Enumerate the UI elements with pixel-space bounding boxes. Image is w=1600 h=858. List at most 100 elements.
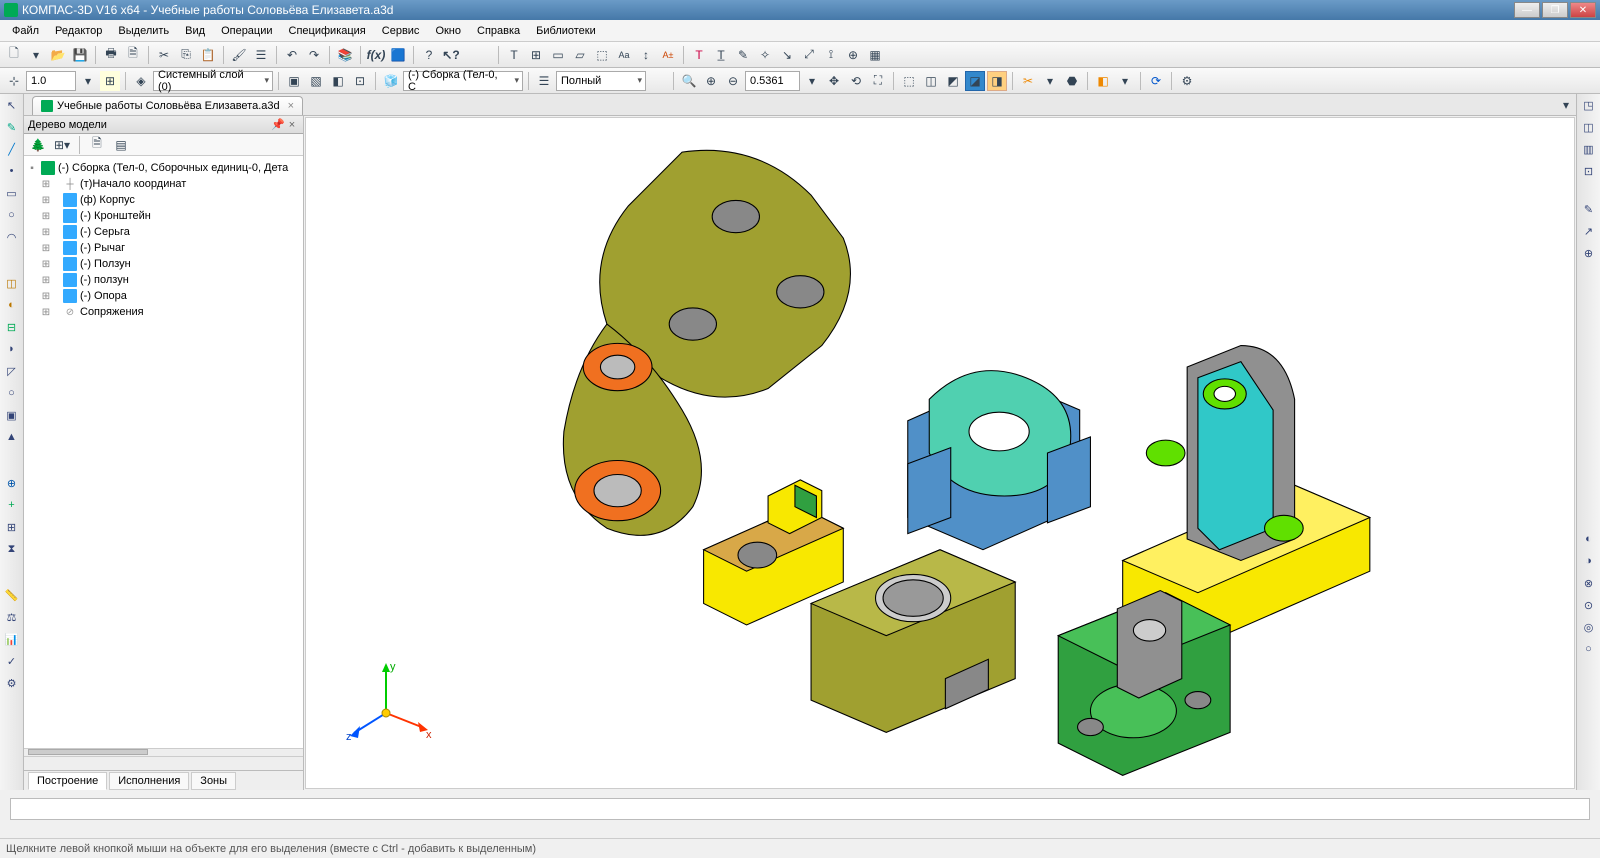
rail-extrude-icon[interactable]: ◫ — [3, 274, 21, 292]
dim-tool-3[interactable]: ▭ — [548, 45, 568, 65]
btab-zones[interactable]: Зоны — [191, 772, 236, 790]
rail-line-icon[interactable]: ╱ — [3, 140, 21, 158]
pan-button[interactable]: ✥ — [824, 71, 844, 91]
rrail-8-icon[interactable]: ◐ — [1580, 530, 1598, 548]
tree-view-icon[interactable]: 🌲 — [28, 135, 48, 155]
rrail-1-icon[interactable]: ◳ — [1580, 96, 1598, 114]
rail-misc-icon[interactable]: ⚙ — [3, 674, 21, 692]
whatsthis-button[interactable]: ↖? — [441, 45, 461, 65]
dim-tool-8[interactable]: A± — [658, 45, 678, 65]
state-tool-1[interactable]: ▣ — [284, 71, 304, 91]
shaded-button[interactable]: ◪ — [965, 71, 985, 91]
menu-help[interactable]: Справка — [471, 23, 526, 39]
tree-sheet-icon[interactable]: ▤ — [111, 135, 131, 155]
document-tab[interactable]: Учебные работы Соловьёва Елизавета.a3d × — [32, 96, 303, 115]
rail-hole-icon[interactable]: ○ — [3, 384, 21, 402]
rail-mirror-icon[interactable]: ⧗ — [3, 540, 21, 558]
text-tool-5[interactable]: ↘ — [777, 45, 797, 65]
text-tool-7[interactable]: ⟟ — [821, 45, 841, 65]
panel-bottom-scroll[interactable] — [24, 756, 303, 770]
tree-node-polzun1[interactable]: ⊞ (-) Ползун — [26, 256, 301, 272]
refresh-button[interactable]: ⟳ — [1146, 71, 1166, 91]
rail-chamfer-icon[interactable]: ◸ — [3, 362, 21, 380]
menu-window[interactable]: Окно — [429, 23, 467, 39]
rail-shell-icon[interactable]: ▣ — [3, 406, 21, 424]
zoom-window-button[interactable]: 🔍 — [679, 71, 699, 91]
zoom-input[interactable] — [745, 71, 800, 91]
rotate-button[interactable]: ⟲ — [846, 71, 866, 91]
undo-button[interactable]: ↶ — [282, 45, 302, 65]
tree-node-polzun2[interactable]: ⊞ (-) ползун — [26, 272, 301, 288]
new-dropdown-icon[interactable]: ▾ — [26, 45, 46, 65]
preview-button[interactable]: 🗎 — [123, 45, 143, 65]
dim-tool-2[interactable]: ⊞ — [526, 45, 546, 65]
properties-button[interactable]: ☰ — [251, 45, 271, 65]
rail-check-icon[interactable]: ✓ — [3, 652, 21, 670]
rrail-10-icon[interactable]: ⊗ — [1580, 574, 1598, 592]
rail-arc-icon[interactable]: ◠ — [3, 228, 21, 246]
rrail-7-icon[interactable]: ⊕ — [1580, 244, 1598, 262]
menu-spec[interactable]: Спецификация — [283, 23, 372, 39]
text-tool-2[interactable]: T̲ — [711, 45, 731, 65]
display-combo[interactable]: Полный — [556, 71, 646, 91]
scale-input[interactable] — [26, 71, 76, 91]
menu-file[interactable]: Файл — [6, 23, 45, 39]
perspective-button[interactable]: ⬣ — [1062, 71, 1082, 91]
btab-build[interactable]: Построение — [28, 772, 107, 790]
shaded-wire-button[interactable]: ◩ — [943, 71, 963, 91]
redo-button[interactable]: ↷ — [304, 45, 324, 65]
rail-mass-icon[interactable]: ⚖ — [3, 608, 21, 626]
rail-circle-icon[interactable]: ○ — [3, 206, 21, 224]
rail-analysis-icon[interactable]: 📊 — [3, 630, 21, 648]
variables-button[interactable]: f(x) — [366, 45, 386, 65]
rail-revolve-icon[interactable]: ◐ — [3, 296, 21, 314]
help-button[interactable]: ? — [419, 45, 439, 65]
menu-operations[interactable]: Операции — [215, 23, 278, 39]
text-tool-4[interactable]: ✧ — [755, 45, 775, 65]
rail-rect-icon[interactable]: ▭ — [3, 184, 21, 202]
tree-node-kronshtein[interactable]: ⊞ (-) Кронштейн — [26, 208, 301, 224]
rail-mate-icon[interactable]: ⊕ — [3, 474, 21, 492]
assembly-combo[interactable]: (-) Сборка (Тел-0, С — [403, 71, 523, 91]
cut-button[interactable]: ✂ — [154, 45, 174, 65]
view-cube-button[interactable]: ◧ — [1093, 71, 1113, 91]
model-tree[interactable]: ▪ (-) Сборка (Тел-0, Сборочных единиц-0,… — [24, 156, 303, 748]
dim-tool-4[interactable]: ▱ — [570, 45, 590, 65]
tabstrip-menu-icon[interactable]: ▾ — [1556, 95, 1576, 115]
shaded-edges-button[interactable]: ◨ — [987, 71, 1007, 91]
dim-tool-6[interactable]: Aa — [614, 45, 634, 65]
save-button[interactable]: 💾 — [70, 45, 90, 65]
section-button[interactable]: ✂ — [1018, 71, 1038, 91]
minimize-button[interactable]: — — [1514, 2, 1540, 18]
maximize-button[interactable]: ❐ — [1542, 2, 1568, 18]
tree-root[interactable]: ▪ (-) Сборка (Тел-0, Сборочных единиц-0,… — [26, 160, 301, 176]
3d-viewport[interactable]: y x z — [305, 117, 1575, 789]
section-dropdown-icon[interactable]: ▾ — [1040, 71, 1060, 91]
tree-hscroll[interactable] — [24, 748, 303, 756]
zoom-dropdown-icon[interactable]: ▾ — [802, 71, 822, 91]
dim-tool-5[interactable]: ⬚ — [592, 45, 612, 65]
rail-insert-icon[interactable]: + — [3, 496, 21, 514]
btab-variants[interactable]: Исполнения — [109, 772, 189, 790]
layer-icon[interactable]: ◈ — [131, 71, 151, 91]
command-input[interactable] — [10, 798, 1590, 820]
rail-select-icon[interactable]: ↖ — [3, 96, 21, 114]
rrail-12-icon[interactable]: ◎ — [1580, 618, 1598, 636]
tree-doc-icon[interactable]: 🗎 — [87, 135, 107, 155]
hidden-button[interactable]: ◫ — [921, 71, 941, 91]
assembly-icon[interactable]: 🧊 — [381, 71, 401, 91]
rrail-6-icon[interactable]: ↗ — [1580, 222, 1598, 240]
layer-combo[interactable]: Системный слой (0) — [153, 71, 273, 91]
grid-button[interactable]: ⊞ — [100, 71, 120, 91]
paste-button[interactable]: 📋 — [198, 45, 218, 65]
libraries-button[interactable]: 📚 — [335, 45, 355, 65]
tree-node-rychag[interactable]: ⊞ (-) Рычаг — [26, 240, 301, 256]
menu-libraries[interactable]: Библиотеки — [530, 23, 602, 39]
display-icon[interactable]: ☰ — [534, 71, 554, 91]
rrail-2-icon[interactable]: ◫ — [1580, 118, 1598, 136]
tree-node-opora[interactable]: ⊞ (-) Опора — [26, 288, 301, 304]
text-tool-1[interactable]: T — [689, 45, 709, 65]
tree-node-origin[interactable]: ⊞┼ (т)Начало координат — [26, 176, 301, 192]
menu-editor[interactable]: Редактор — [49, 23, 108, 39]
snap-button[interactable]: ⊹ — [4, 71, 24, 91]
